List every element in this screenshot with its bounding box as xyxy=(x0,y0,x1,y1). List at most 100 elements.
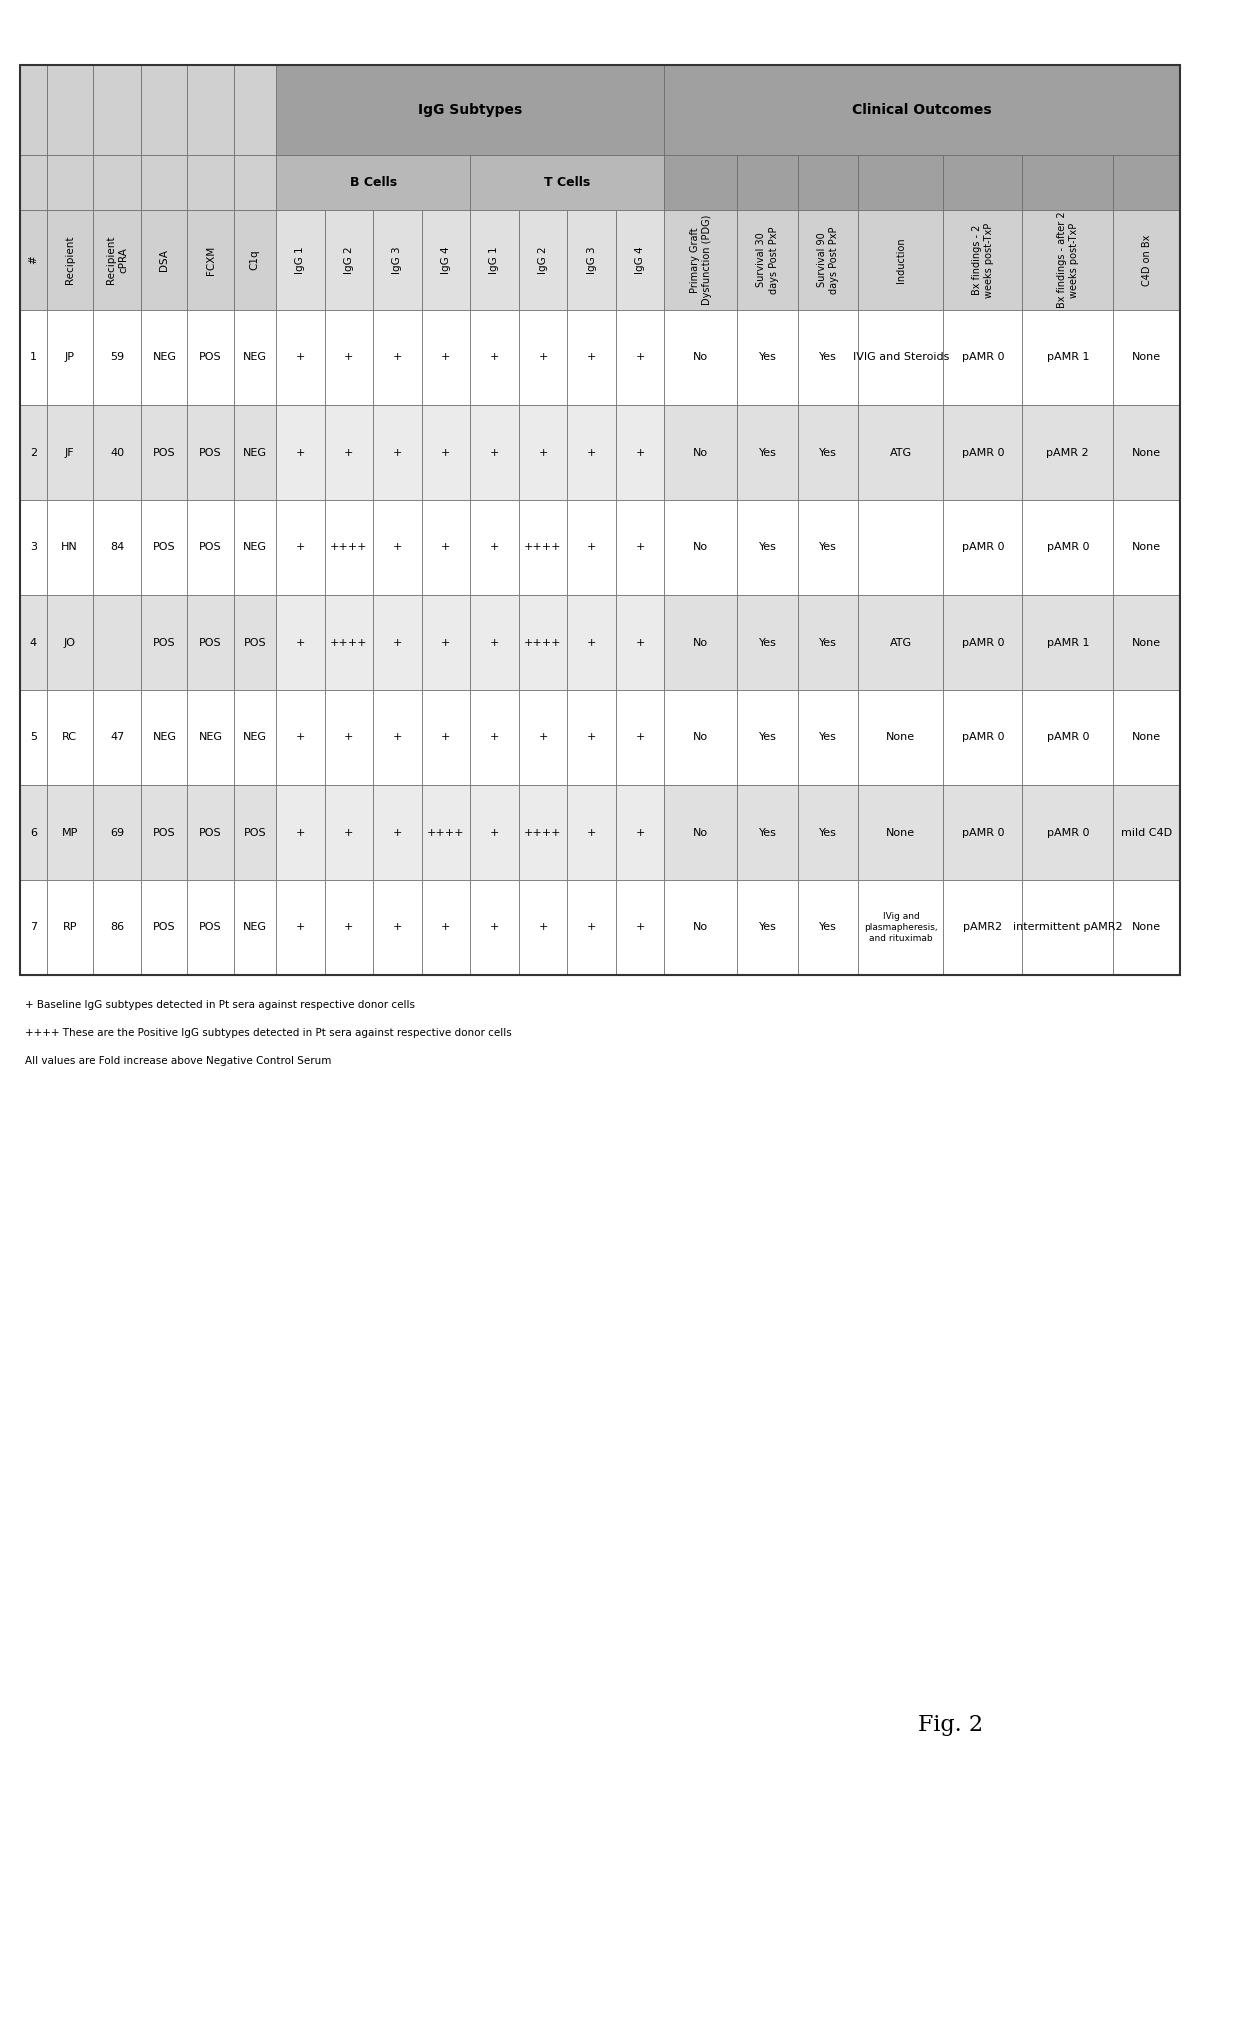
Text: None: None xyxy=(1132,543,1161,553)
Bar xyxy=(47,691,93,786)
Bar xyxy=(187,881,233,974)
Bar xyxy=(20,156,47,211)
Text: 5: 5 xyxy=(30,733,37,743)
Bar xyxy=(47,211,93,310)
Bar xyxy=(47,405,93,500)
Bar xyxy=(858,595,944,691)
Text: No: No xyxy=(693,828,708,838)
Bar xyxy=(93,595,141,691)
Text: +: + xyxy=(587,923,596,932)
Text: POS: POS xyxy=(200,352,222,362)
Text: POS: POS xyxy=(153,828,176,838)
Bar xyxy=(141,310,187,405)
Text: RC: RC xyxy=(62,733,77,743)
Text: Yes: Yes xyxy=(820,828,837,838)
Text: POS: POS xyxy=(200,828,222,838)
Bar xyxy=(47,881,93,974)
Bar xyxy=(518,405,567,500)
Text: Yes: Yes xyxy=(820,543,837,553)
Bar xyxy=(797,310,858,405)
Text: intermittent pAMR2: intermittent pAMR2 xyxy=(1013,923,1122,932)
Text: None: None xyxy=(1132,923,1161,932)
Text: IgG Subtypes: IgG Subtypes xyxy=(418,103,522,117)
Bar xyxy=(858,691,944,786)
Bar xyxy=(1114,310,1180,405)
Bar xyxy=(187,691,233,786)
Bar xyxy=(858,405,944,500)
Text: Yes: Yes xyxy=(820,352,837,362)
Text: +: + xyxy=(490,638,500,648)
Text: NEG: NEG xyxy=(243,923,267,932)
Bar xyxy=(737,881,797,974)
Bar xyxy=(233,156,277,211)
Bar xyxy=(373,881,422,974)
Text: +: + xyxy=(393,352,402,362)
Text: +: + xyxy=(295,638,305,648)
Bar xyxy=(665,786,737,881)
Bar xyxy=(277,881,325,974)
Text: 40: 40 xyxy=(110,448,124,458)
Bar xyxy=(944,211,1022,310)
Bar xyxy=(141,156,187,211)
Bar xyxy=(665,310,737,405)
Bar xyxy=(373,595,422,691)
Bar xyxy=(518,211,567,310)
Text: mild C4D: mild C4D xyxy=(1121,828,1172,838)
Bar xyxy=(47,65,93,156)
Bar xyxy=(797,881,858,974)
Text: No: No xyxy=(693,733,708,743)
Bar xyxy=(1022,156,1114,211)
Text: None: None xyxy=(887,828,915,838)
Bar xyxy=(141,65,187,156)
Bar xyxy=(737,405,797,500)
Bar xyxy=(93,691,141,786)
Text: IgG 2: IgG 2 xyxy=(343,247,353,273)
Bar xyxy=(1114,211,1180,310)
Text: DSA: DSA xyxy=(160,249,170,271)
Text: +: + xyxy=(345,923,353,932)
Text: Yes: Yes xyxy=(759,828,776,838)
Text: pAMR 0: pAMR 0 xyxy=(961,733,1004,743)
Bar xyxy=(141,881,187,974)
Text: +: + xyxy=(538,448,548,458)
Text: +: + xyxy=(490,448,500,458)
Text: Survival 90
days Post PxP: Survival 90 days Post PxP xyxy=(817,227,839,294)
Text: pAMR 0: pAMR 0 xyxy=(1047,828,1089,838)
Bar xyxy=(858,156,944,211)
Bar xyxy=(470,691,518,786)
Text: None: None xyxy=(887,733,915,743)
Text: JO: JO xyxy=(63,638,76,648)
Bar xyxy=(277,691,325,786)
Text: +: + xyxy=(441,733,450,743)
Bar xyxy=(325,405,373,500)
Text: ++++: ++++ xyxy=(330,638,367,648)
Text: POS: POS xyxy=(243,828,267,838)
Text: pAMR 0: pAMR 0 xyxy=(961,448,1004,458)
Bar xyxy=(20,595,47,691)
Text: No: No xyxy=(693,448,708,458)
Text: + Baseline IgG subtypes detected in Pt sera against respective donor cells: + Baseline IgG subtypes detected in Pt s… xyxy=(25,1000,415,1010)
Text: +: + xyxy=(393,638,402,648)
Bar xyxy=(187,500,233,595)
Text: ++++: ++++ xyxy=(525,638,562,648)
Bar xyxy=(93,881,141,974)
Bar xyxy=(737,310,797,405)
Bar xyxy=(325,310,373,405)
Text: pAMR 1: pAMR 1 xyxy=(1047,638,1089,648)
Bar xyxy=(325,211,373,310)
Bar xyxy=(233,691,277,786)
Bar xyxy=(277,500,325,595)
Bar xyxy=(944,881,1022,974)
Bar xyxy=(1114,786,1180,881)
Bar xyxy=(944,500,1022,595)
Bar xyxy=(187,310,233,405)
Bar xyxy=(616,691,665,786)
Bar xyxy=(518,500,567,595)
Text: +: + xyxy=(295,828,305,838)
Bar xyxy=(20,310,47,405)
Bar xyxy=(20,405,47,500)
Text: 59: 59 xyxy=(110,352,124,362)
Text: +: + xyxy=(441,923,450,932)
Text: pAMR 0: pAMR 0 xyxy=(961,543,1004,553)
Bar xyxy=(373,691,422,786)
